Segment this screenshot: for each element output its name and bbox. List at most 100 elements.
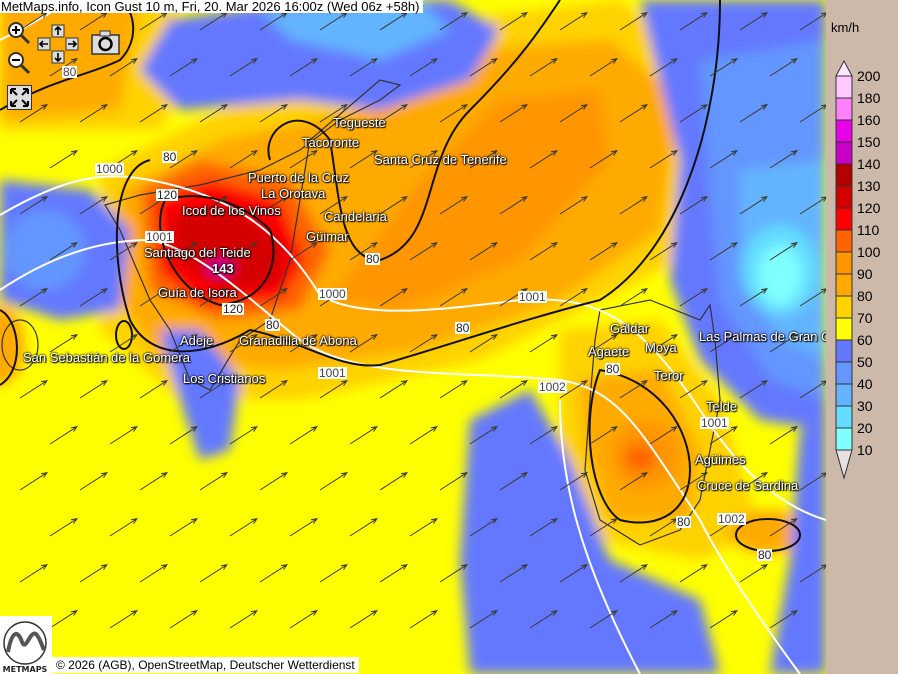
legend-top-arrow: [835, 60, 853, 77]
wind-arrow: [799, 380, 826, 399]
gust-area-120-130: [170, 205, 285, 290]
wind-arrow: [109, 610, 139, 629]
wind-arrow: [229, 518, 259, 537]
wind-arrow: [139, 288, 169, 307]
wind-arrow: [319, 472, 349, 491]
wind-arrow: [469, 58, 499, 77]
city-label: Güimar: [306, 229, 349, 244]
wind-arrow: [349, 150, 379, 169]
legend-swatch: [835, 185, 853, 209]
weather-map[interactable]: MetMaps.info, Icon Gust 10 m, Fri, 20. M…: [0, 0, 826, 674]
wind-arrow: [169, 58, 199, 77]
legend-tick: 90: [857, 266, 873, 282]
wind-arrow: [409, 242, 439, 261]
wind-arrow: [169, 610, 199, 629]
wind-arrow: [769, 426, 799, 445]
wind-arrow: [79, 472, 109, 491]
gust-field: [0, 0, 826, 674]
fullscreen-icon[interactable]: [7, 85, 32, 110]
wind-arrow: [679, 380, 709, 399]
wind-arrow: [709, 58, 739, 77]
wind-arrow: [739, 104, 769, 123]
legend-swatch: [835, 339, 853, 363]
wind-arrow: [139, 564, 169, 583]
wind-arrow: [49, 150, 79, 169]
contour-label: 120: [222, 302, 245, 316]
legend-swatch: [835, 229, 853, 253]
wind-arrow: [799, 104, 826, 123]
wind-arrow: [529, 150, 559, 169]
wind-arrow: [679, 12, 709, 31]
wind-arrow: [499, 564, 529, 583]
wind-arrow: [439, 196, 469, 215]
wind-arrow: [49, 518, 79, 537]
wind-arrow: [319, 380, 349, 399]
isobar-label: 1002: [538, 380, 567, 394]
wind-arrow: [19, 380, 49, 399]
zoom-in-icon[interactable]: [6, 20, 32, 46]
wind-arrow: [679, 564, 709, 583]
wind-arrow: [289, 426, 319, 445]
max-gust-label: 143: [212, 261, 234, 276]
metmaps-logo[interactable]: METMAPS: [0, 616, 52, 674]
wind-arrow: [799, 472, 826, 491]
wind-arrow: [709, 334, 739, 353]
isobar-label: 1000: [318, 287, 347, 301]
contour-label: 120: [156, 188, 179, 202]
wind-arrow: [769, 58, 799, 77]
isobar-label: 1001: [145, 230, 174, 244]
wind-arrow: [109, 334, 139, 353]
wind-arrow: [169, 426, 199, 445]
map-title: MetMaps.info, Icon Gust 10 m, Fri, 20. M…: [0, 0, 423, 13]
wind-arrow: [79, 288, 109, 307]
legend-swatch: [835, 273, 853, 297]
wind-arrow: [379, 104, 409, 123]
city-label: Puerto de la Cruz: [248, 170, 350, 185]
wind-arrow: [349, 242, 379, 261]
isobar-label: 1000: [95, 162, 124, 176]
legend-tick: 180: [857, 90, 881, 106]
legend-tick: 140: [857, 156, 881, 172]
wind-arrow: [319, 564, 349, 583]
city-label: Santa Cruz de Tenerife: [374, 152, 507, 167]
wind-arrow: [469, 150, 499, 169]
wind-arrow: [439, 12, 469, 31]
wind-arrow: [199, 564, 229, 583]
wind-arrow: [469, 426, 499, 445]
wind-arrow: [349, 518, 379, 537]
wind-arrow: [229, 610, 259, 629]
wind-arrow: [199, 196, 229, 215]
legend-tick: 20: [857, 420, 873, 436]
legend-swatch: [835, 163, 853, 187]
wind-arrow: [439, 288, 469, 307]
tenerife-coast: [104, 79, 402, 391]
wind-arrow: [79, 564, 109, 583]
legend-swatch: [835, 141, 853, 165]
wind-arrow: [439, 104, 469, 123]
city-label: Gáldar: [610, 321, 650, 336]
legend-colorbar: [835, 60, 853, 480]
wind-arrow: [259, 288, 289, 307]
legend-tick: 30: [857, 398, 873, 414]
wind-arrow: [49, 334, 79, 353]
city-label: Tacoronte: [302, 135, 360, 150]
contour-label: 80: [757, 548, 773, 562]
legend-swatch: [835, 361, 853, 385]
camera-icon[interactable]: [91, 30, 121, 56]
city-label: Telde: [706, 399, 738, 414]
wind-arrow: [739, 564, 769, 583]
wind-arrow: [109, 518, 139, 537]
wind-arrow: [619, 12, 649, 31]
wind-arrow: [529, 610, 559, 629]
zoom-out-icon[interactable]: [6, 50, 32, 76]
legend-tick: 200: [857, 68, 881, 84]
wind-arrow: [679, 472, 709, 491]
contour-gc-80: [588, 368, 692, 524]
wind-arrow: [79, 196, 109, 215]
city-label: Moya: [645, 340, 677, 355]
wind-arrow: [409, 610, 439, 629]
wind-arrow: [199, 288, 229, 307]
legend-swatch: [835, 119, 853, 143]
pan-arrows-icon[interactable]: [37, 24, 81, 64]
wind-arrow: [589, 518, 619, 537]
